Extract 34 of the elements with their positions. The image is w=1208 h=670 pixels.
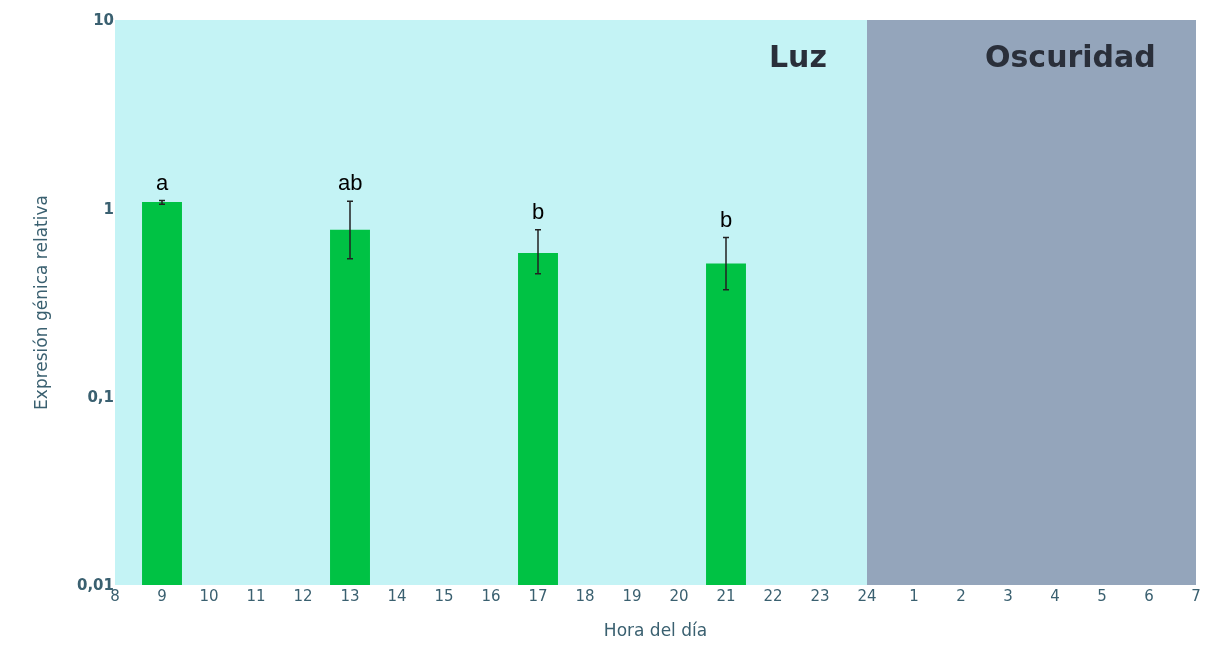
x-tick-label: 10: [199, 587, 219, 605]
band-label: Oscuridad: [985, 39, 1156, 74]
x-tick-label: 23: [810, 587, 830, 605]
x-tick-label: 24: [857, 587, 877, 605]
x-tick-label: 1: [909, 587, 919, 605]
annotation: b: [720, 207, 733, 232]
x-tick-label: 21: [716, 587, 736, 605]
x-axis-title: Hora del día: [603, 620, 708, 641]
y-tick-label: 1: [103, 199, 114, 218]
x-tick-label: 6: [1144, 587, 1154, 605]
annotation: ab: [338, 170, 363, 195]
x-tick-label: 9: [157, 587, 167, 605]
annotation: b: [532, 199, 545, 224]
y-axis-title: Expresión génica relativa: [30, 195, 51, 410]
x-tick-label: 14: [387, 587, 407, 605]
x-tick-label: 18: [575, 587, 595, 605]
x-tick-label: 11: [246, 587, 266, 605]
y-tick-label: 10: [93, 11, 114, 30]
x-tick-label: 13: [340, 587, 360, 605]
x-tick-label: 16: [481, 587, 501, 605]
x-tick-label: 12: [293, 587, 313, 605]
x-tick-label: 5: [1097, 587, 1107, 605]
x-tick-label: 4: [1050, 587, 1060, 605]
band-label: Luz: [769, 39, 827, 74]
x-tick-label: 2: [956, 587, 966, 605]
x-tick-label: 7: [1191, 587, 1201, 605]
annotation: a: [156, 170, 169, 195]
y-tick-label: 0,1: [87, 387, 114, 406]
x-tick-label: 17: [528, 587, 548, 605]
x-tick-label: 3: [1003, 587, 1013, 605]
x-tick-label: 20: [669, 587, 689, 605]
x-tick-label: 22: [763, 587, 783, 605]
x-tick-label: 15: [434, 587, 454, 605]
x-tick-label: 19: [622, 587, 642, 605]
